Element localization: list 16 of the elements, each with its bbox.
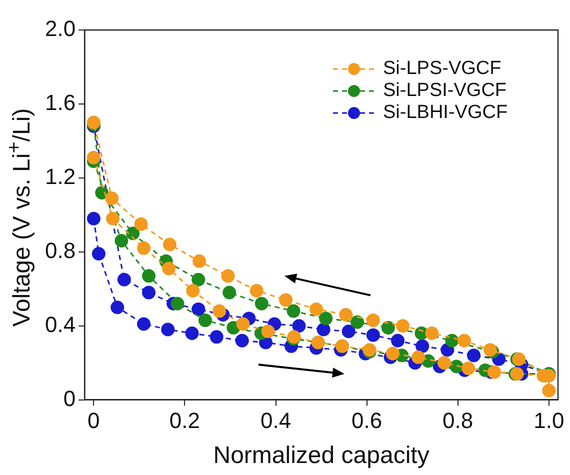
legend-label: Si-LPS-VGCF — [383, 58, 502, 80]
x-tick-label: 0.4 — [260, 408, 292, 434]
legend-label: Si-LPSI-VGCF — [383, 80, 507, 102]
y-tick-label: 0 — [63, 386, 76, 411]
x-tick-label: 0.2 — [169, 408, 200, 434]
x-tick-label: 1.0 — [534, 408, 564, 434]
y-tick-label: 2.0 — [44, 16, 76, 42]
x-tick-label: 0 — [88, 408, 100, 434]
y-tick-label: 0.4 — [44, 312, 76, 337]
x-tick-label: 0.6 — [352, 408, 382, 434]
y-tick-label: 0.8 — [44, 238, 76, 263]
y-tick-label: 1.2 — [44, 164, 76, 189]
legend-label: Si-LBHI-VGCF — [383, 102, 508, 124]
x-tick-label: 0.8 — [442, 408, 474, 434]
x-axis-title: Normalized capacity — [213, 442, 430, 470]
y-tick-label: 1.6 — [44, 90, 76, 116]
